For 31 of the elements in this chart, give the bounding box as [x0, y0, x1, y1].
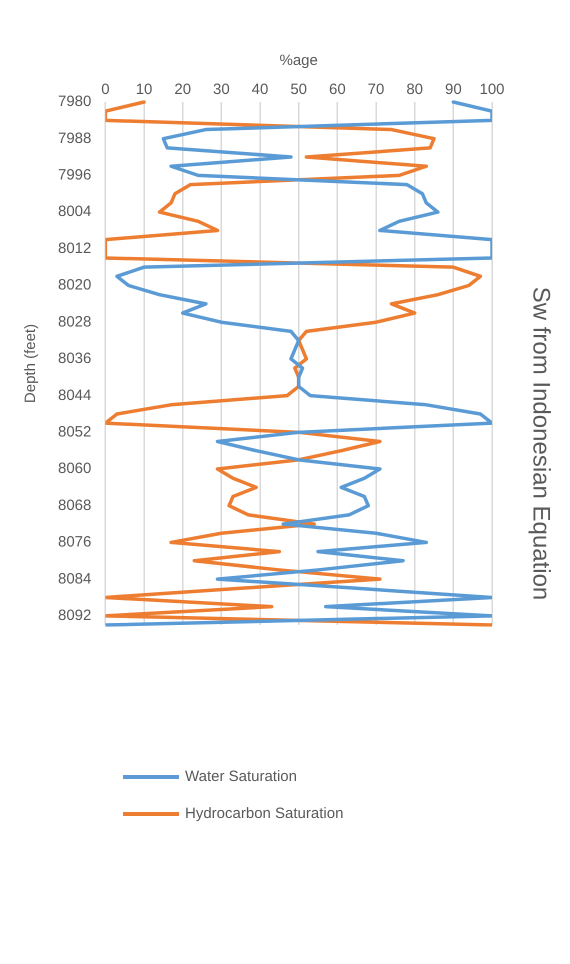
y-tick-label: 7988 — [58, 130, 92, 147]
x-axis-title: %age — [279, 52, 318, 70]
legend-label: Water Saturation — [185, 768, 297, 785]
y-tick-label: 8068 — [58, 496, 92, 514]
x-tick-label: 40 — [252, 81, 268, 98]
text: Sw from Indonesian Equation — [527, 286, 554, 600]
y-tick-label: 8060 — [58, 460, 92, 478]
y-tick-label: 8004 — [58, 203, 92, 220]
y-tick-label: 8020 — [58, 276, 92, 294]
y-tick-label: 7980 — [58, 93, 92, 110]
y-tick-label: 8012 — [58, 240, 92, 257]
x-tick-label: 80 — [406, 81, 424, 98]
x-tick-label: 50 — [290, 81, 308, 98]
x-tick-label: 20 — [174, 81, 192, 98]
y-tick-label: 8052 — [58, 423, 92, 440]
y-tick-label: 8044 — [58, 386, 92, 404]
y-tick-label: 8084 — [58, 570, 92, 588]
x-tick-label: 30 — [213, 81, 230, 98]
y-tick-label: 8076 — [58, 534, 92, 551]
y-tick-label: 7996 — [58, 166, 92, 184]
x-tick-label: 60 — [329, 81, 346, 98]
x-tick-label: 10 — [136, 81, 152, 98]
x-tick-label: 100 — [479, 81, 505, 98]
x-tick-label: 70 — [368, 81, 384, 98]
x-tick-label: 0 — [101, 81, 110, 98]
y-axis-title: Depth (feet) — [22, 324, 40, 404]
legend-label: Hydrocarbon Saturation — [185, 805, 344, 822]
x-tick-label: 90 — [444, 81, 462, 98]
y-tick-label: 8028 — [58, 313, 92, 330]
y-tick-label: 8092 — [58, 606, 92, 624]
y-tick-label: 8036 — [58, 350, 92, 368]
